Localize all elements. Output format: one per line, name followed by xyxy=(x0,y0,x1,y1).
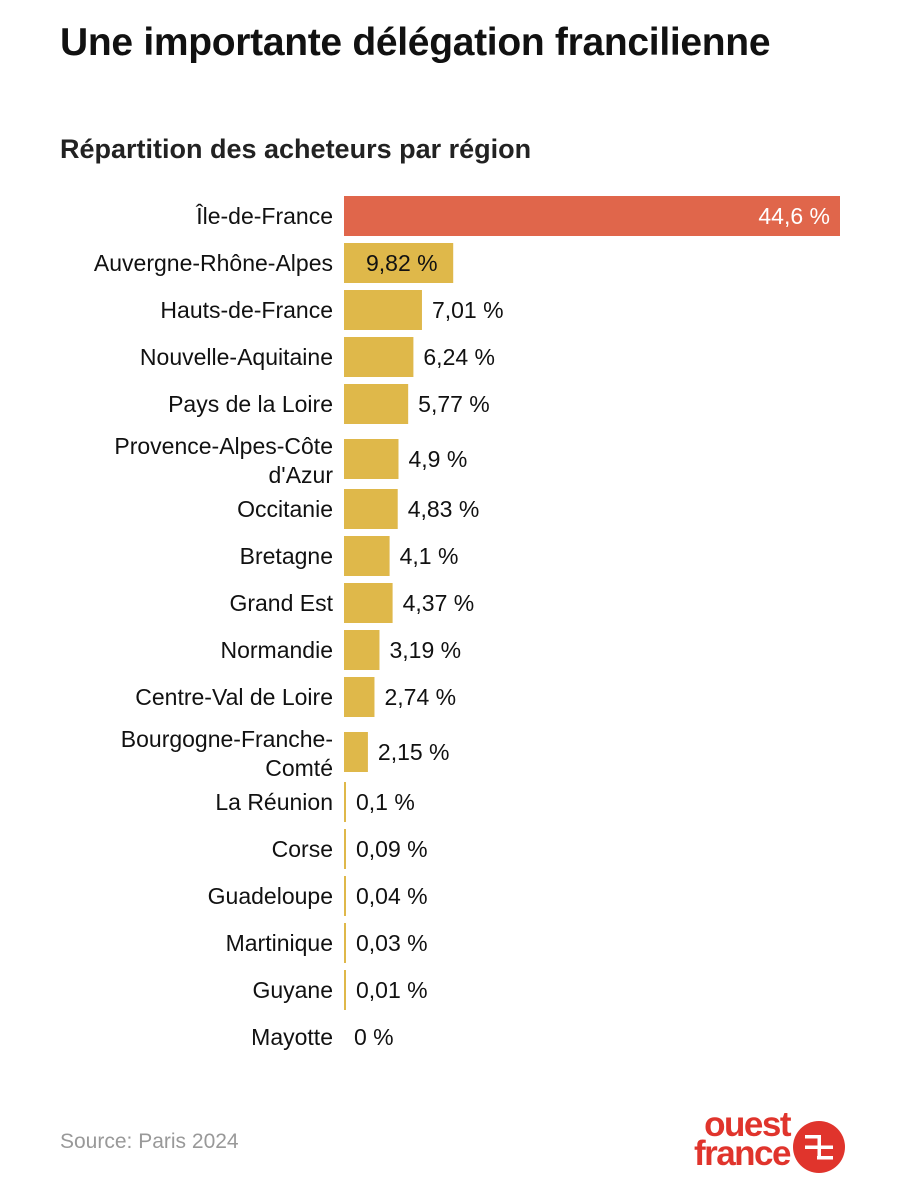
bar-chart: Île-de-France 44,6 % Auvergne-Rhône-Alpes 9… xyxy=(94,196,840,1050)
value-label: 6,24 % xyxy=(423,344,495,370)
chart-subtitle: Répartition des acheteurs par région xyxy=(60,134,532,164)
bar xyxy=(344,583,393,623)
ouest-france-logo: ouest france xyxy=(662,1105,852,1185)
value-label: 0,1 % xyxy=(356,789,415,815)
category-label: Bourgogne-Franche-Comté xyxy=(121,726,333,781)
logo-line-1: ouest xyxy=(704,1105,791,1144)
bar xyxy=(344,829,346,869)
category-label: Nouvelle-Aquitaine xyxy=(140,344,333,370)
bar xyxy=(344,196,840,236)
bar xyxy=(344,243,454,283)
value-label: 4,83 % xyxy=(408,496,480,522)
category-label: Grand Est xyxy=(229,590,333,616)
category-label: Île-de-France xyxy=(195,203,333,229)
value-label: 44,6 % xyxy=(758,203,830,229)
bar xyxy=(344,290,422,330)
category-label: Guyane xyxy=(252,977,333,1003)
bar xyxy=(344,384,409,424)
category-label: Bretagne xyxy=(240,543,333,569)
bar xyxy=(344,536,390,576)
value-label: 5,77 % xyxy=(418,391,490,417)
value-label: 7,01 % xyxy=(432,297,504,323)
category-label: Pays de la Loire xyxy=(168,391,333,417)
value-label: 4,9 % xyxy=(408,446,467,472)
logo-wordmark: ouest france xyxy=(662,1105,792,1173)
value-label: 4,1 % xyxy=(400,543,459,569)
value-label: 0,01 % xyxy=(356,977,428,1003)
category-label: Occitanie xyxy=(237,496,333,522)
bar xyxy=(344,489,398,529)
value-label: 4,37 % xyxy=(403,590,475,616)
category-label: La Réunion xyxy=(215,789,333,815)
category-label: Martinique xyxy=(226,930,333,956)
bar xyxy=(344,337,414,377)
bar xyxy=(344,782,346,822)
bar xyxy=(344,923,346,963)
bar xyxy=(344,876,346,916)
source-note: Source: Paris 2024 xyxy=(60,1130,239,1153)
category-label: Normandie xyxy=(221,637,334,663)
bar xyxy=(344,970,346,1010)
category-label: Mayotte xyxy=(251,1024,333,1050)
logo-mark-icon xyxy=(793,1121,845,1173)
value-label: 9,82 % xyxy=(366,250,438,276)
category-label: Centre-Val de Loire xyxy=(135,684,333,710)
category-label: Provence-Alpes-Côte d'Azur xyxy=(114,433,333,488)
value-label: 3,19 % xyxy=(389,637,461,663)
category-label: Corse xyxy=(272,836,333,862)
bar xyxy=(344,732,368,772)
category-label: Hauts-de-France xyxy=(160,297,333,323)
chart-title: Une importante délégation francilienne xyxy=(60,21,771,64)
category-label: Auvergne-Rhône-Alpes xyxy=(94,250,333,276)
value-label: 0,09 % xyxy=(356,836,428,862)
category-label: Guadeloupe xyxy=(208,883,333,909)
value-label: 0,04 % xyxy=(356,883,428,909)
value-label: 0,03 % xyxy=(356,930,428,956)
value-label: 2,15 % xyxy=(378,739,450,765)
bar xyxy=(344,677,375,717)
bar xyxy=(344,439,399,479)
bar xyxy=(344,630,380,670)
value-label: 2,74 % xyxy=(384,684,456,710)
logo-line-2: france xyxy=(693,1134,792,1173)
value-label: 0 % xyxy=(354,1024,394,1050)
